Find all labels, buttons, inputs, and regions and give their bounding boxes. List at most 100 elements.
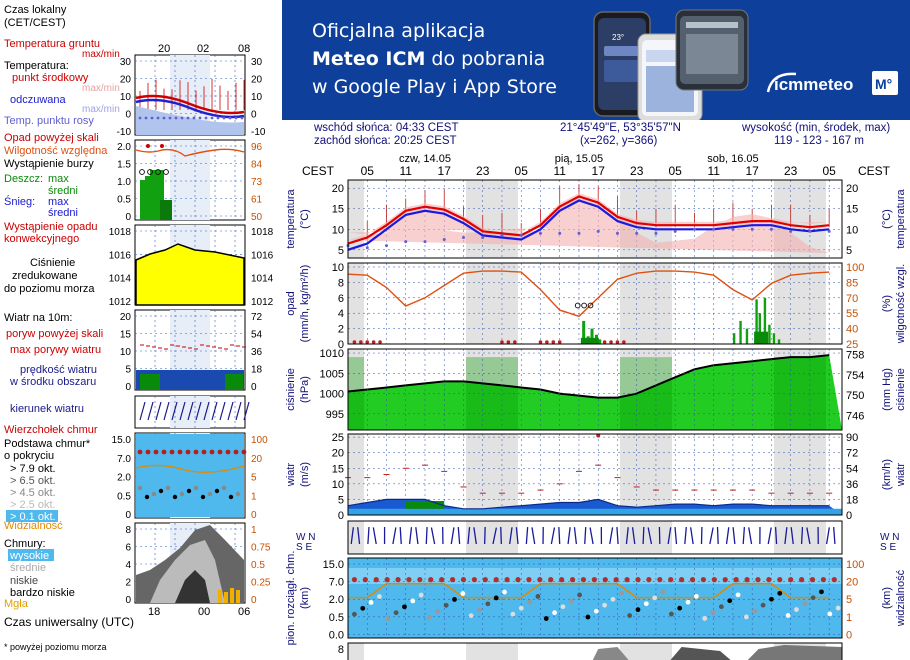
- cloud-top-dot: [657, 577, 663, 583]
- day-label: czw, 14.05: [399, 153, 451, 165]
- temp-spread-area: [348, 193, 830, 254]
- dew-point-dot: [673, 229, 677, 233]
- cloud-top-dot: [439, 577, 445, 583]
- wind-tick-left: 10: [332, 479, 344, 491]
- legend-fog-bar: [236, 590, 240, 603]
- night-band: [620, 643, 672, 660]
- legend-tick-left: 20: [120, 75, 132, 86]
- legend-dew-dot: [138, 116, 142, 120]
- legend-cloud-base-dot: [228, 494, 234, 500]
- legend-clouds-low: niskie: [10, 575, 38, 587]
- cloud-top-dot: [668, 577, 674, 583]
- legend-tick-right: 18: [251, 365, 263, 376]
- legend-humidity-line: [135, 148, 245, 157]
- legend-dew-dot: [192, 116, 196, 120]
- wind-direction-arrow: [408, 527, 413, 545]
- location-info: wschód słońca: 04:33 CEST zachód słońca:…: [282, 120, 910, 150]
- dew-point-dot: [635, 231, 639, 235]
- legend-cloud-base-dot: [137, 485, 143, 491]
- night-band: [773, 434, 826, 515]
- legend-dew-dot: [228, 116, 232, 120]
- cloud-top-dot: [777, 577, 783, 583]
- dew-point-dot: [654, 231, 658, 235]
- app-promo-banner[interactable]: Oficjalna aplikacja Meteo ICM do pobrani…: [282, 0, 910, 120]
- legend-rain-bar: [155, 185, 163, 220]
- cloud-base-dot: [693, 593, 699, 599]
- wind-direction-arrow: [573, 527, 578, 545]
- legend-wind-title: Wiatr na 10m:: [4, 312, 72, 324]
- temp-tick-right: 15: [846, 204, 858, 216]
- legend-wind-speed: prędkość wiatru: [20, 364, 97, 376]
- wind-direction-arrow: [584, 527, 587, 545]
- wind-direction-arrow: [558, 527, 561, 545]
- cloud-top-dot: [766, 577, 772, 583]
- axis-label-right: ciśnienie: [895, 368, 907, 411]
- panel-bg: [348, 521, 842, 554]
- legend-tick-left: 1014: [109, 274, 132, 285]
- icmmeteo-logo[interactable]: icmmeteo M°: [762, 66, 907, 100]
- legend-wind-green: [140, 374, 160, 390]
- dew-point-dot: [558, 231, 562, 235]
- cloud-base-dot: [735, 592, 741, 598]
- legend-tick-left: 5: [125, 365, 131, 376]
- legend-cloud-base-dot: [193, 485, 199, 491]
- pressure-line: [347, 354, 830, 399]
- legend-cloud-top-dot: [217, 449, 223, 455]
- legend-cloud-top-dot: [161, 449, 167, 455]
- phone-temp-text: 23°: [612, 33, 624, 42]
- dew-point-dot: [692, 227, 696, 231]
- wind-direction-arrow: [492, 527, 498, 545]
- rain-bar: [590, 328, 594, 344]
- cloud-top-dot: [384, 577, 390, 583]
- cloud-top-dot: [820, 577, 826, 583]
- legend-cloud-top-dot: [185, 449, 191, 455]
- axis-unit-right: (%): [881, 295, 893, 312]
- wind-direction-arrow: [372, 527, 377, 545]
- cloud-base-dot: [468, 613, 474, 619]
- legend-cloud-top-dot: [177, 449, 183, 455]
- axis-label-right: wiatr: [895, 463, 907, 488]
- wind-direction-arrow: [367, 527, 370, 545]
- compass-label-right: W N: [880, 532, 899, 543]
- legend-dew-dot: [156, 116, 160, 120]
- legend-rain-bar: [160, 200, 172, 220]
- legend-tick-right: -10: [251, 127, 266, 138]
- legend-tick-left: 15: [120, 330, 132, 341]
- legend-pressure-content: [135, 243, 245, 306]
- legend-wind-arrow: [139, 401, 146, 421]
- legend-tick-right: 1014: [251, 274, 274, 285]
- legend-precip-content: [135, 144, 245, 220]
- legend-precip-over-dot: [160, 144, 164, 148]
- cloud-top-dot: [428, 577, 434, 583]
- legend-cloud-base-dot: [165, 485, 171, 491]
- cloud-top-dot: [679, 577, 685, 583]
- cloud-base-dot: [610, 596, 616, 602]
- legend-rain-mid: średni: [48, 185, 78, 197]
- wind-direction-arrow: [484, 526, 486, 545]
- cloud-tick-left: 7.0: [329, 577, 344, 589]
- cloud-mid-area: [592, 647, 629, 660]
- rain-bar: [598, 339, 602, 344]
- legend-wind-green: [225, 374, 243, 390]
- wind-direction-arrow: [531, 527, 536, 545]
- wind-direction-arrow: [800, 527, 804, 545]
- legend-fog-bar: [218, 590, 222, 603]
- legend-snow: Śnieg:: [4, 195, 35, 208]
- cloud-top-dot: [515, 577, 521, 583]
- legend-wind-arrow: [235, 401, 242, 421]
- legend-dew-dot: [174, 116, 178, 120]
- axis-label-right: temperatura: [895, 188, 907, 248]
- rain-bar: [758, 313, 761, 344]
- axis-unit-right: (km/h): [881, 459, 893, 490]
- hour-tick: 23: [784, 164, 798, 178]
- banner-line-2-rest: do pobrania: [425, 48, 546, 70]
- legend-wind-arrow: [243, 401, 250, 421]
- panel-dir: W NS EW NS E: [296, 520, 899, 555]
- legend-cloud-base-dot: [200, 494, 206, 500]
- precip-tick-left: 10: [332, 262, 344, 274]
- temp-tick-left: 5: [338, 245, 344, 257]
- banner-app-name: Meteo ICM: [312, 48, 426, 70]
- legend-cloud-base: Podstawa chmur*: [4, 438, 91, 450]
- cloud-top-dot: [460, 577, 467, 583]
